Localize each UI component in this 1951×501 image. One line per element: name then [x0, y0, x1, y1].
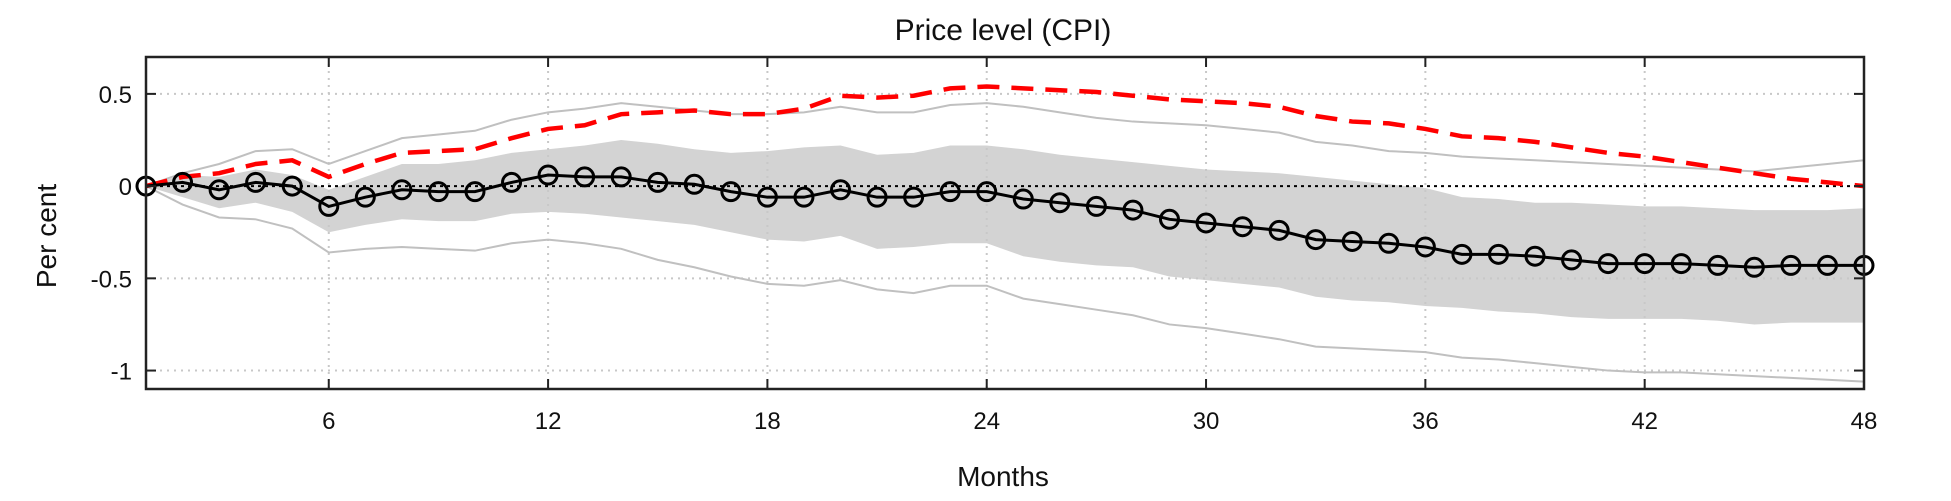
x-tick-label: 48: [1851, 408, 1878, 435]
median-point: [610, 166, 632, 188]
axes-frame: [144, 55, 1866, 391]
median-point: [318, 195, 340, 217]
median-point: [281, 175, 303, 197]
x-axis-label: Months: [957, 461, 1049, 492]
median-point: [1561, 249, 1583, 271]
median-point: [1268, 219, 1290, 241]
median-point: [427, 181, 449, 203]
median-point: [1451, 243, 1473, 265]
median-point: [1305, 229, 1327, 251]
chart-title: Price level (CPI): [895, 14, 1112, 47]
median-point: [464, 181, 486, 203]
y-tick-label: 0.5: [99, 82, 132, 109]
x-tick-label: 18: [754, 408, 781, 435]
median-point: [976, 181, 998, 203]
median-point: [793, 186, 815, 208]
median-point: [1012, 188, 1034, 210]
median-point: [1487, 243, 1509, 265]
median-point: [1707, 254, 1729, 276]
x-tick-label: 30: [1193, 408, 1220, 435]
median-point: [1780, 254, 1802, 276]
median-point: [1341, 230, 1363, 252]
median-series-line: [145, 173, 1864, 269]
median-point: [1158, 208, 1180, 230]
y-tick-label: -1: [111, 359, 132, 386]
outer-upper-line: [145, 102, 1865, 188]
median-point: [1597, 253, 1619, 275]
median-point: [647, 171, 669, 193]
median-point: [756, 186, 778, 208]
median-point: [1743, 256, 1765, 278]
median-point: [501, 171, 523, 193]
median-point: [1414, 236, 1436, 258]
median-point: [574, 166, 596, 188]
y-axis-label: Per cent: [31, 184, 62, 288]
median-point: [391, 179, 413, 201]
median-point: [1524, 245, 1546, 267]
x-tick-label: 12: [535, 408, 562, 435]
median-point: [903, 186, 925, 208]
median-point: [1122, 199, 1144, 221]
outer-lower-line: [145, 185, 1865, 383]
x-tick-label: 24: [973, 408, 1000, 435]
median-point: [208, 179, 230, 201]
median-point: [245, 171, 267, 193]
median-point: [354, 186, 376, 208]
median-point: [720, 181, 742, 203]
median-point: [939, 181, 961, 203]
median-point: [1378, 232, 1400, 254]
median-point: [537, 164, 559, 186]
x-tick-label: 42: [1631, 408, 1658, 435]
median-point: [172, 171, 194, 193]
median-point: [1232, 216, 1254, 238]
median-point: [866, 186, 888, 208]
median-point: [683, 173, 705, 195]
median-point: [1670, 253, 1692, 275]
y-tick-label: -0.5: [91, 266, 132, 293]
median-point: [1634, 253, 1656, 275]
y-tick-label: 0: [119, 174, 132, 201]
median-point: [1816, 254, 1838, 276]
median-point: [1049, 192, 1071, 214]
x-tick-label: 6: [322, 408, 335, 435]
median-point: [1195, 212, 1217, 234]
median-point: [1085, 195, 1107, 217]
median-point: [830, 179, 852, 201]
x-tick-label: 36: [1412, 408, 1439, 435]
